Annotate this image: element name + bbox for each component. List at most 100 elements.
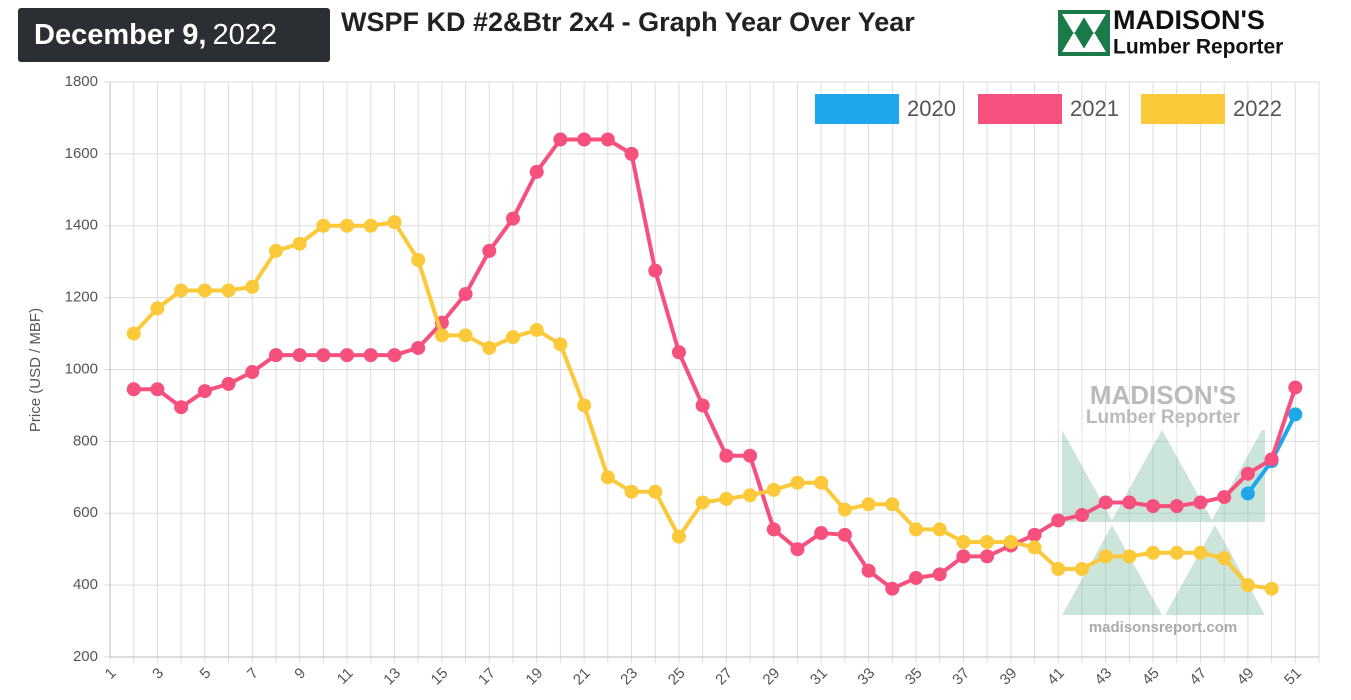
x-tick-label: 1: [102, 665, 120, 683]
data-point: [600, 470, 615, 485]
data-point: [1169, 545, 1184, 560]
data-point: [837, 527, 852, 542]
y-tick-label: 1000: [65, 360, 98, 377]
x-tick-label: 9: [291, 665, 309, 683]
data-point: [1146, 499, 1161, 514]
data-point: [671, 345, 686, 360]
data-point: [174, 400, 189, 415]
x-tick-label: 17: [475, 665, 499, 689]
data-point: [482, 243, 497, 258]
x-tick-label: 13: [380, 665, 404, 689]
data-point: [956, 535, 971, 549]
x-tick-label: 33: [854, 665, 878, 689]
data-point: [150, 301, 165, 316]
date-main: December 9,: [34, 19, 207, 51]
legend-label: 2020: [907, 96, 956, 121]
data-point: [766, 522, 781, 537]
legend-swatch: [1141, 94, 1225, 124]
data-point: [790, 475, 805, 490]
data-point: [363, 218, 378, 233]
data-point: [1217, 490, 1232, 505]
data-point: [743, 488, 758, 503]
series: [126, 132, 1303, 596]
data-point: [624, 146, 639, 161]
data-point: [411, 340, 426, 355]
data-point: [268, 243, 283, 258]
data-point: [648, 484, 663, 499]
data-point: [506, 330, 520, 345]
x-tick-label: 43: [1091, 665, 1115, 689]
data-point: [1122, 495, 1137, 510]
data-point: [245, 365, 260, 380]
data-point: [1027, 527, 1042, 542]
x-tick-label: 41: [1044, 665, 1068, 689]
data-point: [1027, 540, 1042, 555]
y-tick-label: 400: [73, 576, 98, 593]
data-point: [600, 132, 615, 147]
y-tick-label: 1400: [65, 217, 98, 234]
data-point: [1240, 578, 1255, 593]
watermark-name: MADISON'S: [1090, 380, 1236, 410]
data-point: [719, 448, 734, 463]
data-point: [932, 522, 947, 537]
data-point: [790, 542, 805, 557]
data-point: [529, 164, 544, 179]
data-point: [1288, 380, 1303, 395]
data-point: [1193, 545, 1208, 560]
y-tick-label: 1200: [65, 289, 98, 306]
data-point: [197, 384, 212, 399]
x-tick-label: 47: [1186, 665, 1210, 689]
x-tick-label: 5: [197, 665, 215, 683]
data-point: [458, 287, 473, 302]
data-point: [814, 526, 829, 541]
data-point: [1240, 466, 1255, 481]
x-tick-label: 21: [570, 665, 594, 689]
data-point: [671, 529, 686, 544]
data-point: [340, 348, 355, 363]
data-point: [268, 348, 283, 363]
data-point: [1264, 581, 1279, 596]
date: December 9, 2022: [34, 19, 277, 51]
data-point: [909, 570, 923, 585]
legend-label: 2021: [1070, 96, 1119, 121]
data-point: [1169, 499, 1184, 514]
watermark: [1062, 430, 1265, 615]
y-tick-label: 800: [73, 432, 98, 449]
y-tick-label: 1800: [65, 73, 98, 90]
data-point: [695, 398, 710, 413]
data-point: [885, 497, 900, 512]
data-point: [577, 132, 592, 147]
data-point: [363, 348, 378, 363]
data-point: [506, 211, 520, 226]
x-tick-label: 29: [760, 665, 784, 689]
x-tick-label: 37: [949, 665, 973, 689]
data-point: [885, 581, 900, 596]
data-point: [126, 326, 141, 341]
data-point: [1051, 561, 1066, 576]
chart-title: WSPF KD #2&Btr 2x4 - Graph Year Over Yea…: [341, 7, 915, 37]
data-point: [719, 491, 734, 506]
x-tick-label: 25: [665, 665, 689, 689]
data-point: [956, 549, 971, 564]
data-point: [1146, 545, 1161, 560]
data-point: [743, 448, 758, 463]
data-point: [624, 484, 639, 499]
data-point: [766, 482, 781, 497]
watermark-sub: Lumber Reporter: [1086, 407, 1241, 428]
data-point: [1264, 452, 1279, 467]
legend-label: 2022: [1233, 96, 1282, 121]
x-tick-label: 27: [712, 665, 736, 689]
logo: [1058, 10, 1110, 56]
data-point: [553, 132, 568, 147]
data-point: [411, 252, 426, 267]
data-point: [174, 283, 189, 298]
x-tick-label: 39: [997, 665, 1021, 689]
data-point: [1003, 535, 1018, 549]
data-point: [1217, 551, 1232, 566]
x-tick-label: 35: [902, 665, 926, 689]
data-point: [482, 340, 497, 355]
data-point: [553, 337, 568, 352]
y-axis-label: Price (USD / MBF): [27, 308, 44, 432]
x-tick-label: 31: [807, 665, 831, 689]
